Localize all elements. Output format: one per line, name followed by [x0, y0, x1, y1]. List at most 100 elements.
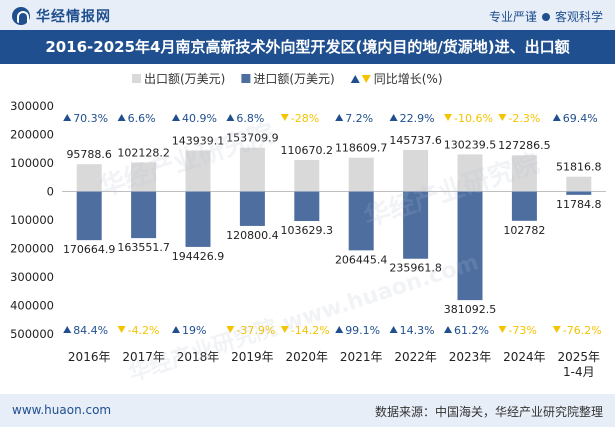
- x-tick-label: 2018年: [177, 350, 220, 364]
- growth-up-triangle-icon: [389, 326, 398, 333]
- legend-export-label: 出口额(万美元): [144, 72, 225, 86]
- growth-down-triangle-icon: [117, 326, 126, 333]
- import-growth-label: 84.4%: [73, 324, 108, 337]
- growth-down-triangle-icon: [552, 326, 561, 333]
- growth-down-triangle-icon: [498, 326, 507, 333]
- growth-up-triangle-icon: [63, 326, 72, 333]
- export-growth-label: -28%: [291, 112, 319, 125]
- legend-up-triangle-icon: [350, 75, 360, 83]
- export-growth-label: 22.9%: [400, 112, 435, 125]
- x-axis: 2016年 2017年 2018年 2019年 2020年 2021年 2022年 2023年…: [68, 350, 600, 379]
- import-value-label: 206445.4: [335, 253, 388, 266]
- export-growth-label: 6.6%: [128, 112, 156, 125]
- value-labels: 95788.6170664.9102128.2163551.7143939.11…: [63, 132, 602, 316]
- chart-title: 2016-2025年4月南京高新技术外向型开发区(境内目的地/货源地)进、出口额: [0, 30, 615, 64]
- growth-down-triangle-icon: [444, 114, 452, 121]
- import-value-label: 235961.8: [389, 262, 442, 275]
- data-source: 数据来源：中国海关，华经产业研究院整理: [374, 405, 603, 419]
- growth-up-triangle-icon: [117, 114, 126, 121]
- y-tick-label: 300000: [10, 99, 54, 113]
- import-growth-label: 61.2%: [454, 324, 489, 337]
- brand-logo-icon: [12, 7, 30, 25]
- x-tick-label: 2023年: [449, 350, 492, 364]
- growth-down-triangle-icon: [226, 326, 235, 333]
- brand-name: 华经情报网: [36, 9, 111, 25]
- export-bar: [185, 150, 211, 192]
- import-value-label: 120800.4: [226, 229, 279, 242]
- export-value-label: 95788.6: [66, 148, 112, 161]
- growth-labels: 70.3% 84.4% 6.6% -4.2% 40.9% 19% 6.8% -37.9% -28…: [63, 112, 602, 337]
- x-tick-label: 2024年: [503, 350, 546, 364]
- legend-growth-label: 同比增长(%): [374, 72, 443, 86]
- export-growth-label: 40.9%: [182, 112, 217, 125]
- export-bar: [239, 147, 265, 192]
- growth-down-triangle-icon: [280, 114, 289, 121]
- export-value-label: 143939.1: [172, 134, 225, 147]
- y-tick-label: 100000: [10, 213, 54, 227]
- growth-up-triangle-icon: [63, 114, 72, 121]
- import-growth-label: -73%: [508, 324, 536, 337]
- chart: 出口额(万美元) 进口额(万美元) 同比增长(%) 300000 200000 1000…: [10, 72, 606, 379]
- growth-down-triangle-icon: [498, 114, 507, 121]
- export-bar: [457, 154, 483, 192]
- growth-up-triangle-icon: [172, 326, 180, 333]
- legend-import-label: 进口额(万美元): [253, 72, 334, 86]
- y-tick-label: 300000: [10, 270, 54, 284]
- export-bar: [566, 176, 592, 192]
- import-bar: [566, 191, 592, 195]
- growth-up-triangle-icon: [172, 114, 180, 121]
- tagline-professional: 专业严谨: [488, 10, 537, 24]
- import-value-label: 170664.9: [63, 243, 116, 256]
- import-bar: [457, 191, 483, 301]
- import-value-label: 163551.7: [117, 241, 170, 254]
- import-value-label: 381092.5: [444, 303, 497, 316]
- export-growth-label: 6.8%: [236, 112, 264, 125]
- import-value-label: 102782: [503, 224, 545, 237]
- export-value-label: 127286.5: [498, 139, 551, 152]
- x-tick-label: 2017年: [122, 350, 165, 364]
- website-link[interactable]: www.huaon.com: [12, 403, 112, 417]
- x-tick-label: 1-4月: [563, 365, 595, 379]
- export-growth-label: -2.3%: [508, 112, 540, 125]
- legend-export-swatch: [132, 74, 141, 83]
- x-tick-label: 2021年: [340, 350, 383, 364]
- import-bar: [403, 191, 429, 259]
- export-bar: [348, 157, 374, 192]
- import-growth-label: 19%: [182, 324, 206, 337]
- export-value-label: 51816.8: [556, 161, 602, 174]
- export-growth-label: -10.6%: [454, 112, 493, 125]
- export-value-label: 118609.7: [335, 142, 388, 155]
- x-tick-label: 2020年: [286, 350, 329, 364]
- export-bar: [131, 162, 157, 192]
- x-tick-label: 2016年: [68, 350, 111, 364]
- import-growth-label: -37.9%: [236, 324, 275, 337]
- growth-up-triangle-icon: [389, 114, 398, 121]
- growth-down-triangle-icon: [280, 326, 289, 333]
- import-value-label: 103629.3: [281, 224, 334, 237]
- import-bar: [511, 191, 537, 221]
- legend-down-triangle-icon: [361, 75, 371, 83]
- brand[interactable]: 华经情报网: [12, 6, 111, 26]
- import-value-label: 11784.8: [556, 198, 602, 211]
- growth-up-triangle-icon: [226, 114, 235, 121]
- legend: 出口额(万美元) 进口额(万美元) 同比增长(%): [132, 72, 443, 86]
- export-bar: [403, 149, 429, 192]
- y-tick-label: 200000: [10, 128, 54, 142]
- import-growth-label: 14.3%: [400, 324, 435, 337]
- legend-import-swatch: [241, 74, 251, 83]
- import-bar: [294, 191, 320, 222]
- export-bar: [511, 155, 537, 192]
- export-growth-label: 70.3%: [73, 112, 108, 125]
- bars: [76, 147, 592, 301]
- export-growth-label: 69.4%: [563, 112, 598, 125]
- y-tick-label: 500000: [10, 327, 54, 341]
- y-tick-label: 100000: [10, 156, 54, 170]
- export-value-label: 102128.2: [117, 146, 170, 159]
- growth-up-triangle-icon: [552, 114, 561, 121]
- export-bar: [294, 159, 320, 192]
- growth-up-triangle-icon: [335, 326, 344, 333]
- tagline: 专业严谨 客观科学: [489, 8, 603, 25]
- export-value-label: 130239.5: [444, 138, 497, 151]
- export-growth-label: 7.2%: [345, 112, 373, 125]
- export-value-label: 153709.9: [226, 132, 279, 145]
